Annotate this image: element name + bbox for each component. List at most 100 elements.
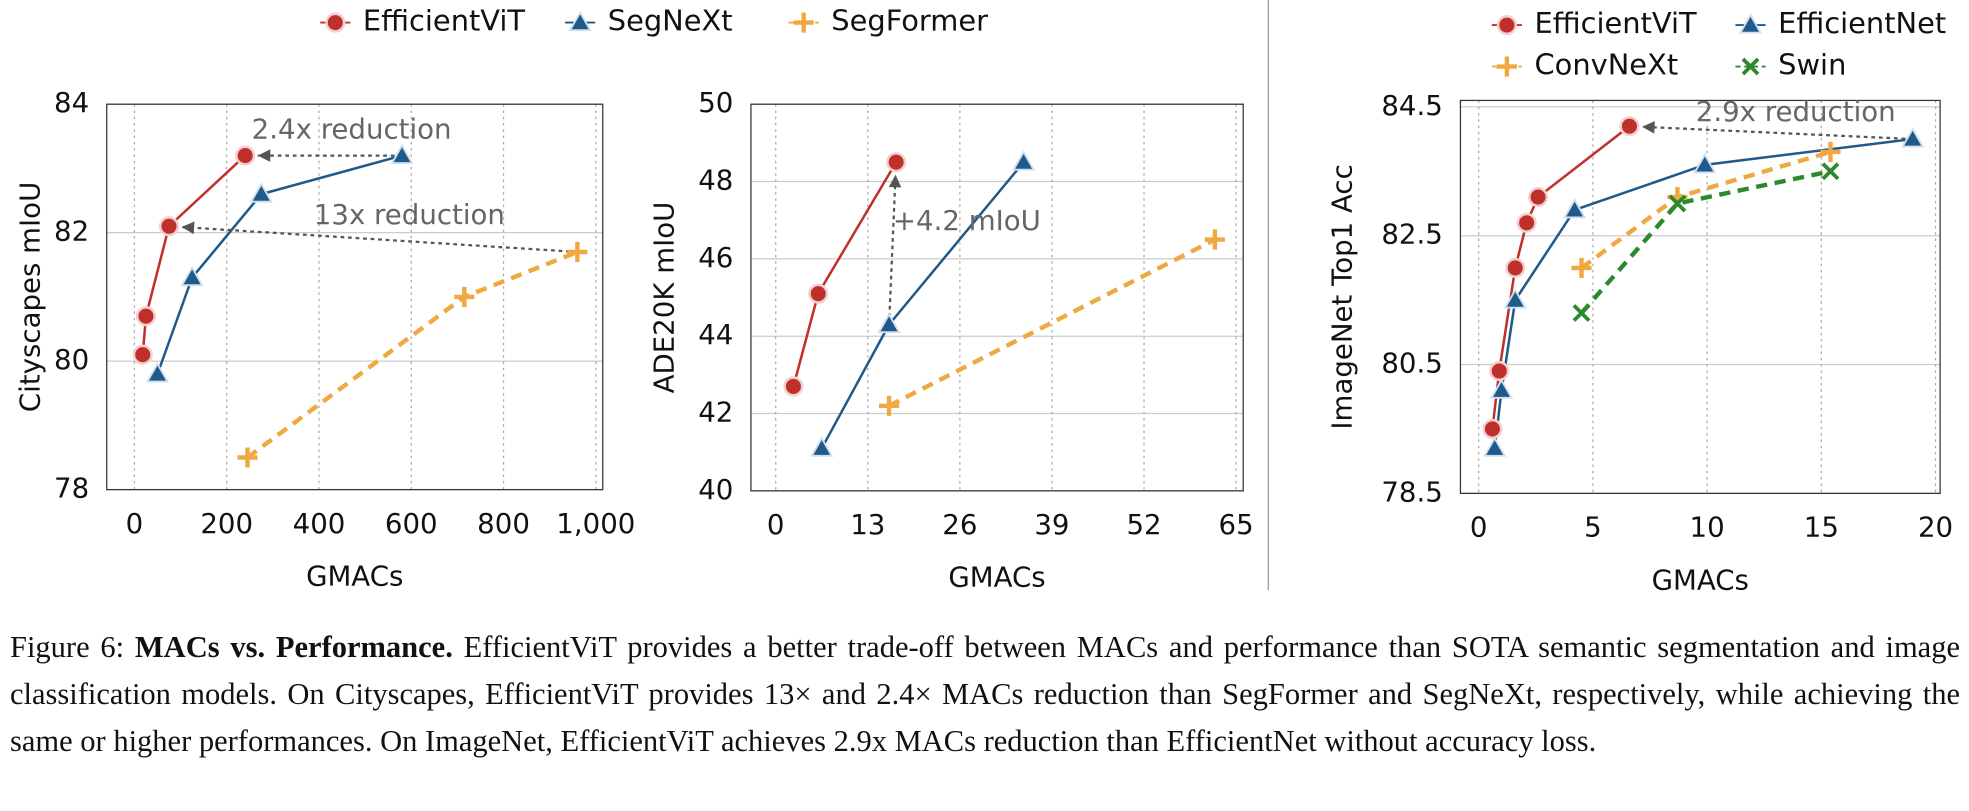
marker xyxy=(132,344,153,365)
x-tick-label: 26 xyxy=(942,508,977,541)
y-tick-label: 80.5 xyxy=(1381,347,1442,380)
marker xyxy=(1503,288,1527,309)
legend-label: SegNeXt xyxy=(608,4,733,38)
y-tick-label: 80 xyxy=(54,343,89,376)
arrow-line xyxy=(887,174,897,325)
x-tick-label: 20 xyxy=(1918,511,1953,544)
plot-frame xyxy=(106,103,604,491)
y-tick-label: 40 xyxy=(698,473,733,506)
y-tick-label: 82 xyxy=(54,215,89,248)
marker xyxy=(249,182,273,203)
legend-label: ConvNeXt xyxy=(1535,48,1679,82)
marker xyxy=(454,286,475,307)
marker xyxy=(1693,152,1717,174)
legend-marker xyxy=(1496,15,1517,36)
annotation: 2.9x reduction xyxy=(1696,95,1896,128)
marker xyxy=(180,265,204,287)
y-axis-label: Cityscapes mIoU xyxy=(13,182,46,412)
marker xyxy=(877,312,901,334)
marker xyxy=(1505,257,1526,278)
annotation: 13x reduction xyxy=(314,198,505,231)
x-axis-label: GMACs xyxy=(1652,563,1749,596)
marker xyxy=(1901,127,1925,148)
series-line xyxy=(888,237,1216,408)
marker xyxy=(1528,187,1549,208)
marker xyxy=(1483,436,1507,457)
marker xyxy=(237,447,258,468)
marker xyxy=(1516,212,1537,233)
caption: Figure 6: MACs vs. Performance. Efficien… xyxy=(10,624,1960,765)
legend-marker xyxy=(1741,57,1760,76)
marker xyxy=(808,283,829,304)
legend-label: EfficientViT xyxy=(1535,6,1698,40)
x-tick-label: 0 xyxy=(1470,511,1488,544)
series-line xyxy=(1493,137,1913,449)
panel: 40 42 44 46 48 50 0 13 26 39 52 65 GMACs ADE20K mIoU +… xyxy=(648,86,1254,594)
marker xyxy=(879,395,900,416)
marker xyxy=(135,306,157,327)
x-tick-label: 15 xyxy=(1804,511,1839,544)
x-tick-label: 13 xyxy=(850,508,885,541)
legend-marker xyxy=(1496,56,1517,77)
marker xyxy=(1489,360,1510,382)
legend-marker xyxy=(568,10,592,32)
x-tick-label: 5 xyxy=(1584,511,1602,544)
caption-label: Figure 6: xyxy=(10,630,125,664)
annotation: +4.2 mIoU xyxy=(893,204,1041,237)
caption-text: EfficientViT provides a better trade-off… xyxy=(10,630,1961,758)
arrow-head xyxy=(888,174,902,188)
marker xyxy=(1204,229,1225,250)
legend-label: SegFormer xyxy=(831,4,988,38)
x-tick-label: 0 xyxy=(126,507,144,540)
caption-bold: MACs vs. Performance. xyxy=(134,630,453,664)
marker xyxy=(1482,418,1503,440)
y-tick-label: 82.5 xyxy=(1381,218,1442,251)
panel: 78.5 80.5 82.5 84.5 0 5 10 15 20 GMACs ImageNet To… xyxy=(1326,89,1953,596)
marker xyxy=(145,362,170,383)
y-tick-label: 46 xyxy=(698,241,733,274)
marker xyxy=(235,145,256,166)
arrow-head xyxy=(181,221,195,235)
legend-marker xyxy=(325,12,346,33)
x-tick-label: 39 xyxy=(1034,508,1069,541)
plot-frame xyxy=(750,103,1244,492)
x-tick-label: 800 xyxy=(477,507,530,540)
marker xyxy=(1572,304,1591,322)
y-tick-label: 84 xyxy=(54,86,89,119)
arrow-line xyxy=(1641,125,1913,141)
marker xyxy=(567,241,588,262)
x-tick-label: 600 xyxy=(385,507,438,540)
marker xyxy=(1668,194,1687,213)
annotation: 2.4x reduction xyxy=(252,113,452,146)
x-tick-label: 400 xyxy=(293,507,346,540)
marker xyxy=(1820,141,1841,163)
y-axis-label: ADE20K mIoU xyxy=(648,202,681,394)
marker xyxy=(1011,150,1036,171)
y-tick-label: 78.5 xyxy=(1381,475,1442,508)
marker xyxy=(1821,162,1840,181)
x-tick-label: 10 xyxy=(1690,511,1725,544)
legend-marker xyxy=(793,12,814,33)
marker xyxy=(1562,198,1587,219)
x-tick-label: 52 xyxy=(1126,508,1161,541)
y-tick-label: 42 xyxy=(698,396,733,429)
series-line xyxy=(792,161,898,387)
y-tick-label: 44 xyxy=(698,318,733,351)
legend-label: EfficientViT xyxy=(363,4,526,38)
marker xyxy=(158,216,180,237)
arrow-head xyxy=(257,149,271,162)
series-line xyxy=(141,154,247,355)
legend-label: Swin xyxy=(1778,48,1846,82)
marker xyxy=(1619,116,1640,137)
x-tick-label: 1,000 xyxy=(556,507,635,540)
marker xyxy=(1489,378,1514,399)
x-tick-label: 65 xyxy=(1219,508,1254,541)
panel: 78 80 82 84 0 200 400 600 800 1,000 GMACs Cityscape… xyxy=(13,86,635,592)
y-tick-label: 50 xyxy=(698,86,733,119)
y-tick-label: 84.5 xyxy=(1381,89,1442,122)
marker xyxy=(783,376,804,397)
y-tick-label: 78 xyxy=(54,472,89,505)
series-line xyxy=(1579,169,1831,315)
